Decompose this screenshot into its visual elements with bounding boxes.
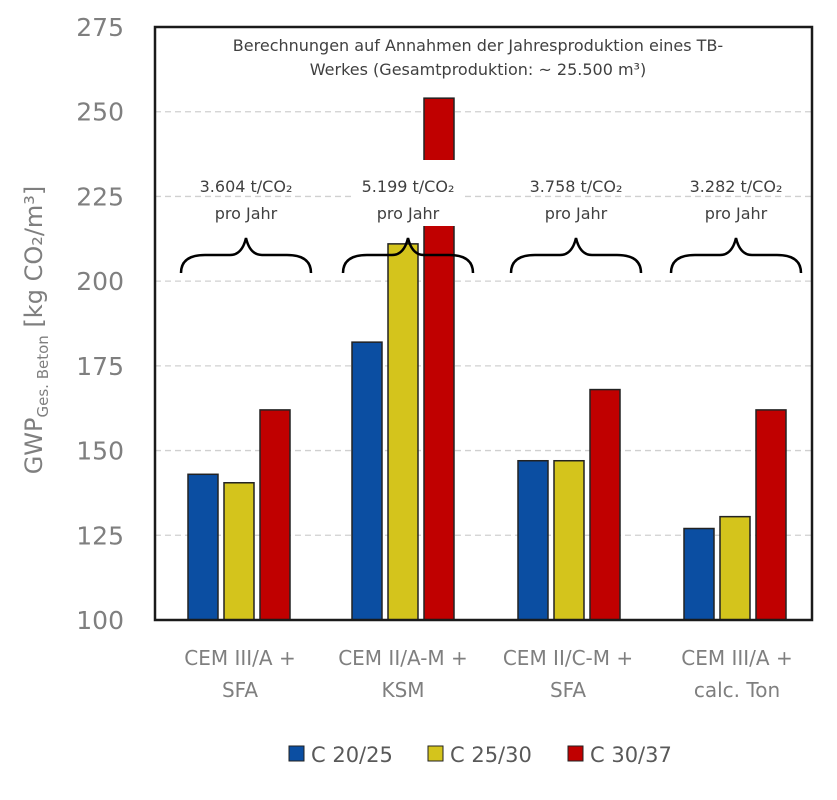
- legend: C 20/25 C 25/30 C 30/37: [288, 743, 672, 767]
- y-tick-label: 125: [76, 521, 124, 550]
- bar-C-30-37-2: [589, 388, 621, 621]
- bar-C-25-30-1: [387, 243, 419, 621]
- y-axis-title: GWPGes. Beton [kg CO₂/m³]: [20, 186, 52, 475]
- legend-label: C 20/25: [311, 743, 393, 767]
- y-tick-label: 275: [76, 13, 124, 42]
- legend-swatch: [567, 745, 584, 762]
- category-label: CEM III/A +: [184, 646, 295, 670]
- y-tick-label: 150: [76, 437, 124, 466]
- legend-swatch: [288, 745, 305, 762]
- bar-C-20-25-0: [187, 473, 219, 621]
- curly-brace: [179, 237, 313, 274]
- bar-C-30-37-0: [259, 409, 291, 621]
- legend-label: C 30/37: [590, 743, 672, 767]
- bar-C-25-30-2: [553, 459, 585, 621]
- y-axis-tick-labels: 100 125 150 175 200 225 250 275: [76, 13, 124, 635]
- annotation-co2: 3.282 t/CO₂: [690, 177, 783, 196]
- chart-note: Berechnungen auf Annahmen der Jahresprod…: [233, 36, 723, 79]
- legend-swatch: [427, 745, 444, 762]
- x-axis-category-labels: CEM III/A + SFA CEM II/A-M + KSM CEM II/C-M …: [184, 646, 792, 702]
- annotation-co2: 5.199 t/CO₂: [362, 177, 455, 196]
- category-label: calc. Ton: [694, 678, 780, 702]
- annotation-co2: 3.604 t/CO₂: [200, 177, 293, 196]
- annotation-per-year: pro Jahr: [215, 204, 278, 223]
- category-label: SFA: [550, 678, 586, 702]
- annotation-per-year: pro Jahr: [377, 204, 440, 223]
- bar-C-20-25-1: [351, 341, 383, 621]
- category-label: CEM II/C-M +: [503, 646, 633, 670]
- category-label: SFA: [222, 678, 258, 702]
- bar-C-20-25-2: [517, 459, 549, 621]
- bar-C-20-25-3: [683, 527, 715, 621]
- curly-brace: [509, 237, 643, 274]
- annotation-co2: 3.758 t/CO₂: [530, 177, 623, 196]
- annotations: 3.604 t/CO₂ pro Jahr 5.199 t/CO₂ pro Jahr 3.…: [179, 177, 803, 274]
- bar-C-30-37-3: [755, 409, 787, 621]
- category-label: CEM III/A +: [681, 646, 792, 670]
- gridlines: [155, 111, 812, 536]
- category-label: CEM II/A-M +: [338, 646, 468, 670]
- chart-note-line: Werkes (Gesamtproduktion: ~ 25.500 m³): [310, 60, 646, 79]
- curly-brace: [669, 237, 803, 274]
- category-label: KSM: [381, 678, 424, 702]
- annotation-per-year: pro Jahr: [545, 204, 608, 223]
- y-tick-label: 175: [76, 352, 124, 381]
- y-tick-label: 250: [76, 98, 124, 127]
- y-axis-label: GWPGes. Beton [kg CO₂/m³]: [20, 186, 52, 475]
- annotation-per-year: pro Jahr: [705, 204, 768, 223]
- annotation-background: [352, 160, 464, 226]
- curly-brace: [341, 237, 475, 274]
- annotation-knockout: [352, 160, 464, 226]
- bar-C-25-30-3: [719, 515, 751, 621]
- bar-C-25-30-0: [223, 482, 255, 621]
- y-tick-label: 225: [76, 182, 124, 211]
- chart-note-line: Berechnungen auf Annahmen der Jahresprod…: [233, 36, 723, 55]
- y-tick-label: 200: [76, 267, 124, 296]
- y-tick-label: 100: [76, 606, 124, 635]
- legend-label: C 25/30: [450, 743, 532, 767]
- plot-area-frame: [153, 25, 814, 622]
- bars: [187, 97, 787, 621]
